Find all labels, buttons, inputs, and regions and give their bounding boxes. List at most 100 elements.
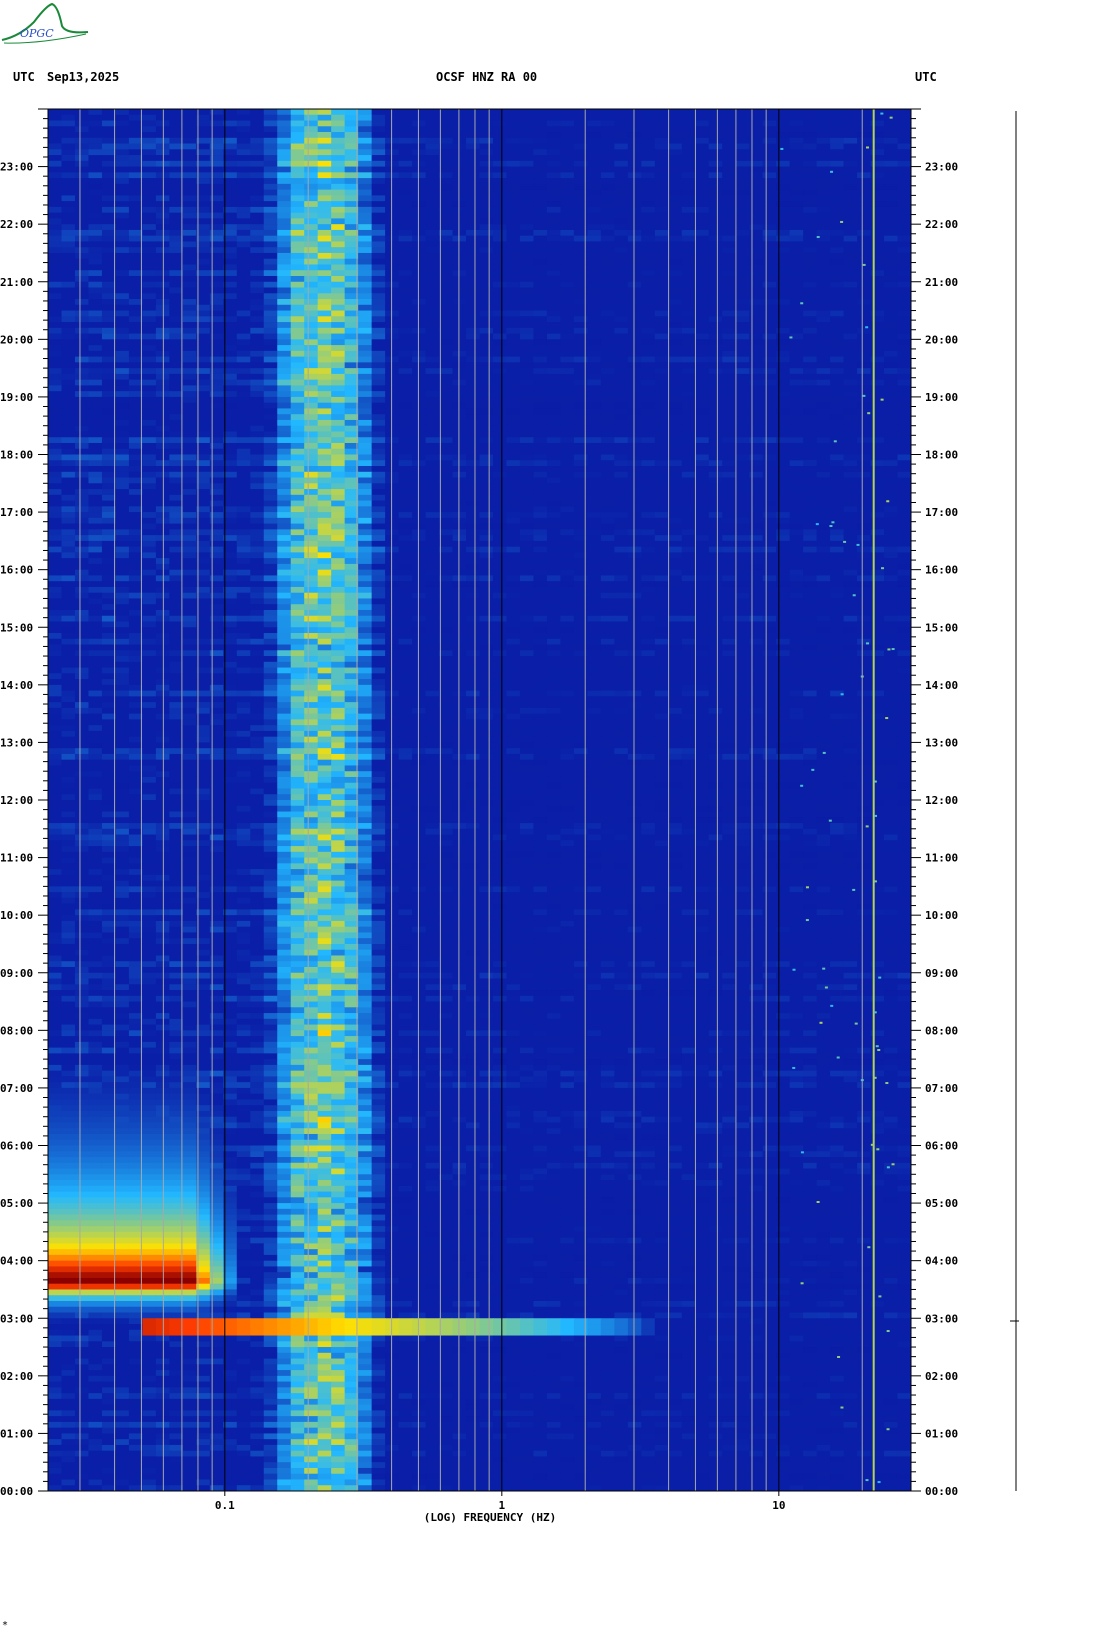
heatmap-cell (654, 333, 669, 340)
heatmap-cell (762, 379, 777, 386)
heatmap-cell (695, 178, 710, 185)
heatmap-cell (492, 379, 508, 386)
heatmap-cell (88, 517, 103, 525)
heatmap-cell (223, 218, 238, 225)
heatmap-cell (627, 466, 642, 473)
heatmap-cell (466, 304, 481, 312)
heatmap-cell (627, 483, 642, 490)
heatmap-cell (668, 126, 683, 133)
heatmap-cell (169, 368, 184, 375)
heatmap-cell (115, 483, 130, 490)
heatmap-cell (250, 535, 265, 542)
heatmap-cell (88, 322, 103, 329)
heatmap-cell (236, 517, 251, 525)
heatmap-cell (506, 396, 521, 404)
heatmap-cell (776, 339, 791, 346)
heatmap-cell (412, 183, 427, 191)
heatmap-cell (722, 229, 737, 237)
heatmap-cell (277, 126, 292, 133)
heatmap-cell (439, 299, 454, 306)
heatmap-cell (519, 460, 535, 467)
heatmap-cell (519, 523, 535, 530)
heatmap-cell (857, 396, 872, 404)
heatmap-cell (48, 517, 63, 525)
heatmap-cell (209, 120, 224, 127)
heatmap-cell (492, 546, 508, 553)
heatmap-cell (209, 379, 224, 386)
heatmap-cell (506, 345, 521, 352)
heatmap-cell (439, 281, 454, 289)
heatmap-cell (506, 333, 521, 340)
heatmap-cell (48, 172, 63, 179)
heatmap-cell (695, 350, 710, 358)
heatmap-cell (304, 535, 319, 542)
heatmap-cell (749, 258, 764, 266)
heatmap-cell (425, 385, 440, 392)
heatmap-cell (816, 552, 831, 559)
heatmap-cell (668, 201, 683, 208)
heatmap-cell (331, 414, 346, 421)
heatmap-cell (48, 327, 63, 335)
heatmap-cell (115, 333, 130, 340)
heatmap-cell (317, 212, 332, 220)
heatmap-cell (803, 201, 818, 208)
heatmap-cell (641, 466, 656, 473)
heatmap-cell (412, 160, 427, 168)
heatmap-cell (371, 535, 386, 542)
heatmap-cell (722, 419, 737, 427)
heatmap-cell (492, 362, 508, 369)
heatmap-cell (398, 189, 413, 196)
heatmap-cell (614, 126, 629, 133)
heatmap-cell (331, 270, 346, 277)
heatmap-cell (492, 120, 508, 127)
heatmap-cell (88, 183, 103, 191)
heatmap-cell (654, 160, 669, 168)
heatmap-cell (587, 333, 602, 340)
heatmap-cell (681, 345, 696, 352)
heatmap-cell (843, 224, 858, 231)
heatmap-cell (209, 431, 224, 438)
heatmap-cell (452, 224, 467, 231)
heatmap-cell (573, 310, 588, 317)
heatmap-cell (776, 235, 791, 243)
heatmap-cell (344, 189, 359, 196)
heatmap-cell (560, 166, 575, 173)
heatmap-cell (169, 454, 184, 461)
heatmap-cell (816, 460, 831, 467)
heatmap-cell (776, 229, 791, 237)
heatmap-cell (277, 414, 292, 421)
heatmap-cell (654, 229, 669, 237)
heatmap-cell (74, 489, 90, 496)
heatmap-cell (88, 425, 103, 433)
heatmap-cell (492, 523, 508, 530)
heatmap-cell (816, 402, 831, 410)
heatmap-cell (452, 500, 467, 507)
heatmap-cell (223, 149, 238, 156)
heatmap-cell (830, 402, 845, 410)
heatmap-cell (317, 460, 332, 467)
heatmap-cell (277, 166, 292, 173)
heatmap-cell (466, 195, 481, 202)
heatmap-cell (762, 396, 777, 404)
heatmap-cell (425, 281, 440, 289)
heatmap-cell (897, 264, 911, 271)
heatmap-cell (614, 466, 629, 473)
heatmap-cell (425, 275, 440, 283)
heatmap-cell (412, 114, 427, 122)
heatmap-cell (884, 425, 899, 433)
heatmap-cell (870, 287, 885, 294)
heatmap-cell (668, 109, 683, 116)
heatmap-cell (519, 517, 535, 525)
heatmap-cell (803, 517, 818, 525)
heatmap-cell (196, 229, 211, 237)
heatmap-cell (641, 275, 656, 283)
heatmap-cell (627, 350, 642, 358)
heatmap-cell (182, 189, 197, 196)
heatmap-cell (884, 160, 899, 168)
heatmap-cell (250, 448, 265, 456)
heatmap-cell (654, 212, 669, 220)
heatmap-cell (182, 293, 197, 300)
heatmap-cell (466, 345, 481, 352)
heatmap-cell (439, 229, 454, 237)
heatmap-cell (803, 178, 818, 185)
